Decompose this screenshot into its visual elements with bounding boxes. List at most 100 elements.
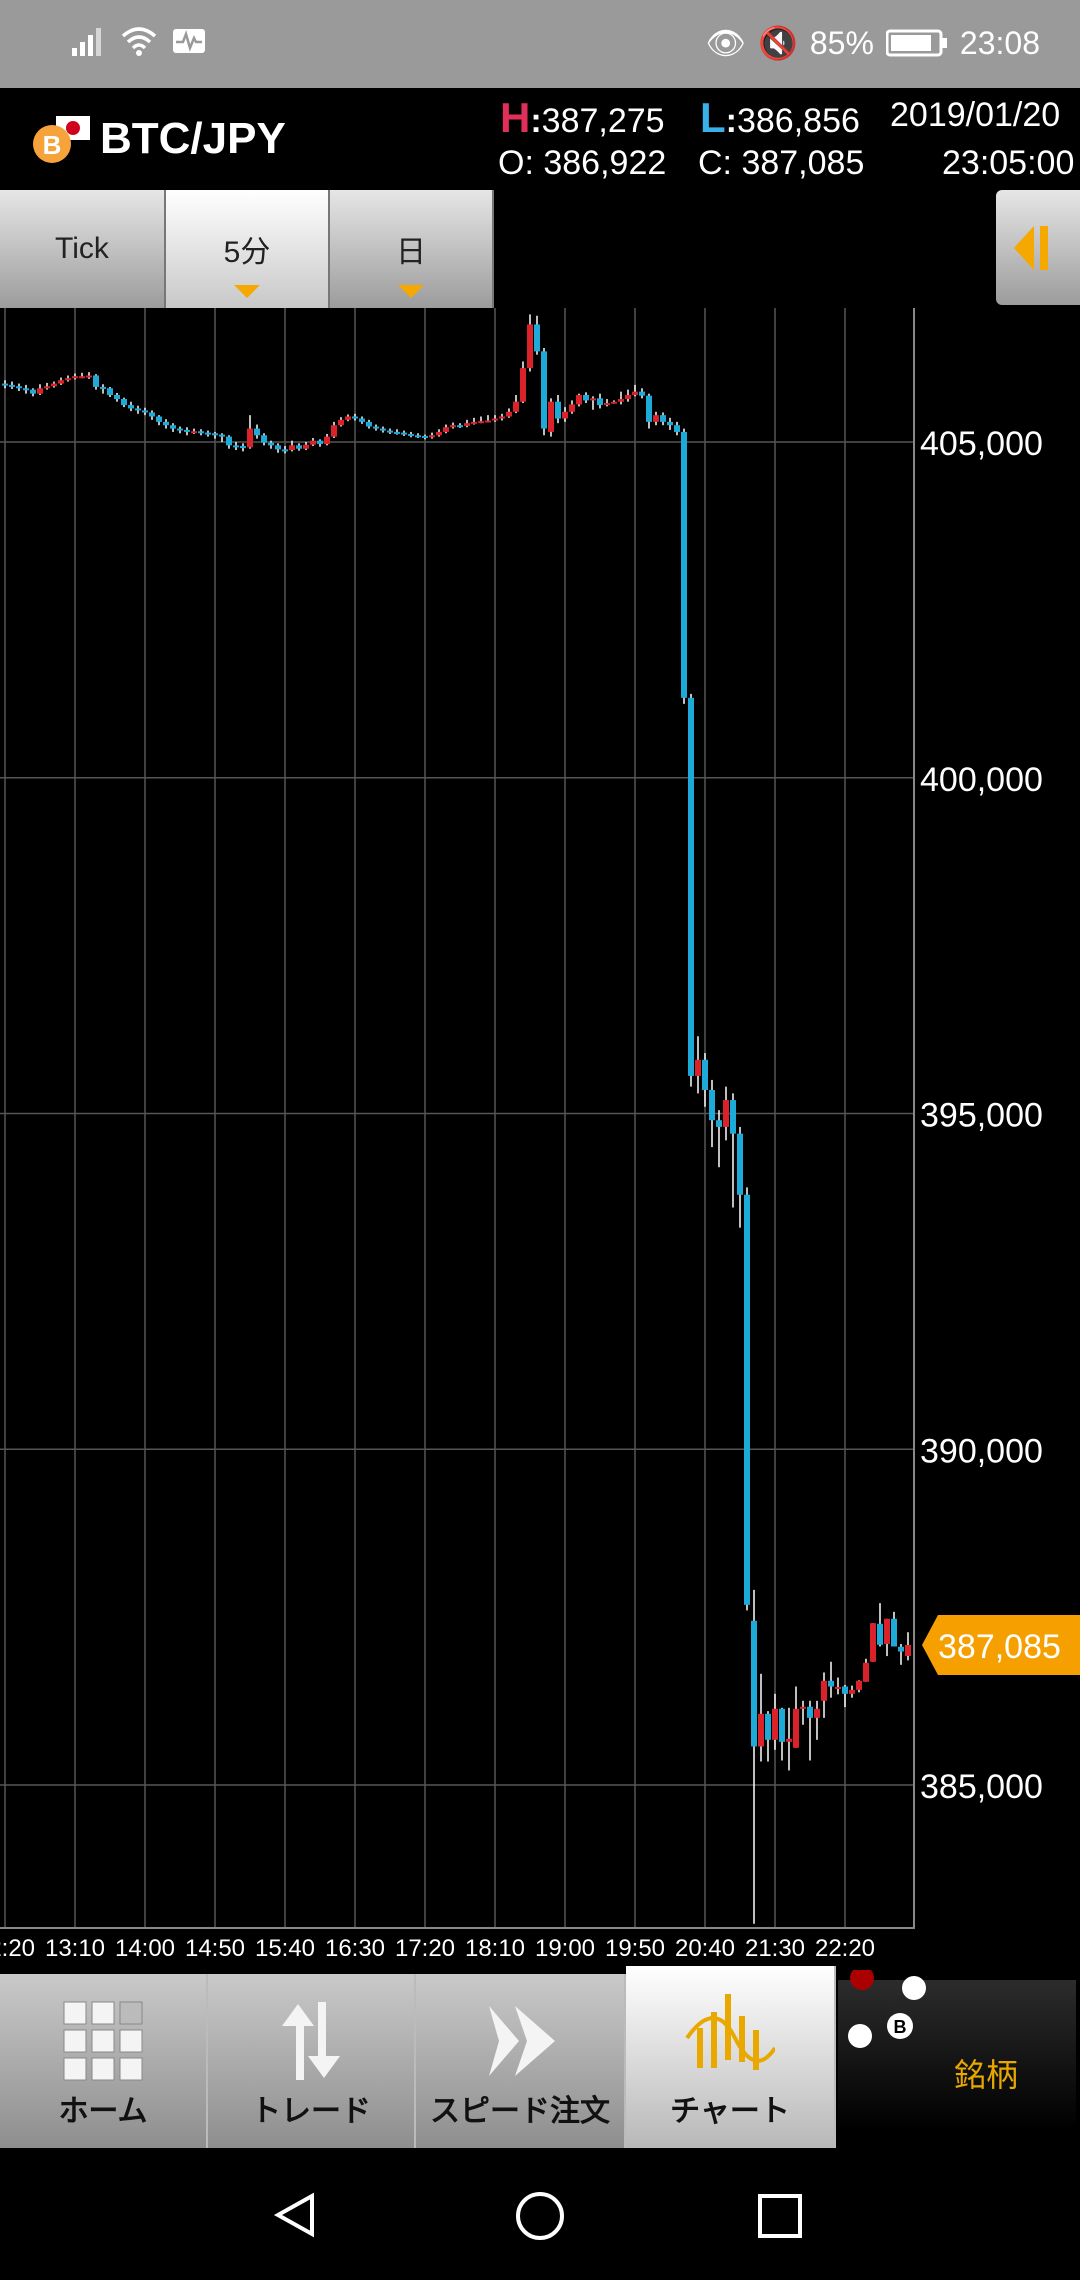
candle-body xyxy=(16,386,22,389)
candle-body xyxy=(569,404,575,412)
candle-body xyxy=(457,425,463,428)
candle xyxy=(331,421,337,438)
candle-body xyxy=(303,444,309,449)
candle xyxy=(856,1680,862,1693)
candle xyxy=(212,431,218,439)
tab-5min[interactable]: 5分 xyxy=(166,190,330,308)
candle xyxy=(674,421,680,436)
candle-body xyxy=(863,1662,869,1682)
collapse-panel-button[interactable] xyxy=(996,190,1080,305)
clock: 23:08 xyxy=(959,24,1040,61)
candle xyxy=(142,407,148,416)
x-tick-label: 19:00 xyxy=(535,1935,595,1962)
candle xyxy=(660,412,666,426)
candle-body xyxy=(23,388,29,391)
candle-body xyxy=(107,388,113,395)
nav-home[interactable]: ホーム xyxy=(0,1974,208,2148)
x-tick-label: 18:10 xyxy=(465,1935,525,1962)
candle xyxy=(86,372,92,379)
candle-body xyxy=(72,376,78,379)
candle xyxy=(520,361,526,404)
candle-body xyxy=(891,1618,897,1647)
candle-body xyxy=(254,428,260,436)
symbol-select-button[interactable]: B 銘柄 xyxy=(838,1970,1076,2130)
candle-body xyxy=(534,324,540,352)
collapse-left-icon xyxy=(1014,226,1048,270)
candle-body xyxy=(646,395,652,422)
status-bar: 👁 🔇 85% 23:08 xyxy=(0,0,1080,88)
candle xyxy=(646,393,652,429)
tab-tick[interactable]: Tick xyxy=(0,190,166,308)
activity-monitor-icon xyxy=(173,29,205,53)
candle xyxy=(786,1707,792,1771)
open-label: O: xyxy=(498,144,534,182)
candle xyxy=(16,383,22,391)
candle-body xyxy=(149,412,155,417)
candle-body xyxy=(373,426,379,429)
candle-body xyxy=(884,1618,890,1644)
candle-body xyxy=(828,1680,834,1687)
candle xyxy=(254,424,260,439)
candle xyxy=(541,347,547,436)
battery-percent: 85% xyxy=(809,24,874,61)
candle xyxy=(709,1079,715,1148)
candle xyxy=(492,415,498,422)
candle-body xyxy=(415,435,421,438)
candle xyxy=(779,1707,785,1761)
candle-body xyxy=(380,428,386,431)
candle-body xyxy=(842,1686,848,1694)
candle xyxy=(457,423,463,428)
date: 2019/01/20 xyxy=(890,96,1061,134)
candle-body xyxy=(93,375,99,387)
candle xyxy=(2,380,8,389)
candle xyxy=(373,424,379,431)
crypto-coins-icon: B xyxy=(848,1970,926,2048)
candle-body xyxy=(513,401,519,412)
symbol-label: 銘柄 xyxy=(954,2057,1019,2093)
instrument-header: B BTC/JPY H:387,275 L:386,856 2019/01/20… xyxy=(0,88,1080,190)
candle-body xyxy=(814,1708,820,1718)
candle xyxy=(107,386,113,398)
candle-body xyxy=(408,433,414,436)
candle-body xyxy=(485,420,491,423)
candle-body xyxy=(632,391,638,395)
candle-body xyxy=(135,408,141,411)
candle-body xyxy=(716,1120,722,1127)
candle-body xyxy=(555,401,561,419)
candle-body xyxy=(443,427,449,432)
candle-body xyxy=(268,442,274,446)
nav-chart[interactable]: チャート xyxy=(626,1966,836,2148)
x-tick-label: 22:20 xyxy=(815,1935,875,1962)
nav-trade[interactable]: トレード xyxy=(208,1974,416,2148)
x-tick-label: 13:10 xyxy=(45,1935,105,1962)
candle-body xyxy=(730,1100,736,1134)
current-price-marker xyxy=(922,1614,1080,1675)
candle xyxy=(478,416,484,424)
candle-body xyxy=(247,428,253,448)
time: 23:05:00 xyxy=(942,144,1075,182)
candle-body xyxy=(30,389,36,394)
candle xyxy=(240,443,246,452)
candle xyxy=(744,1187,750,1611)
nav-label: チャート xyxy=(670,2095,790,2128)
candle-body xyxy=(702,1059,708,1090)
recents-square-icon[interactable] xyxy=(756,2192,804,2240)
x-tick-label: 15:40 xyxy=(255,1935,315,1962)
nav-label: スピード注文 xyxy=(430,2095,610,2128)
signal-icon xyxy=(72,28,101,56)
candle-body xyxy=(338,419,344,426)
candle-body xyxy=(324,436,330,445)
nav-speed-order[interactable]: スピード注文 xyxy=(416,1974,626,2148)
tab-day[interactable]: 日 xyxy=(330,190,494,308)
home-circle-icon[interactable] xyxy=(514,2190,566,2242)
svg-text:B: B xyxy=(894,2017,907,2037)
back-icon[interactable] xyxy=(270,2190,320,2240)
candle xyxy=(506,408,512,418)
candle xyxy=(324,433,330,446)
candle xyxy=(219,433,225,442)
candle xyxy=(800,1700,806,1725)
candle-body xyxy=(877,1623,883,1645)
candlestick-chart[interactable]: 405,000 400,000 395,000 390,000 385,000 12:20… xyxy=(0,308,1080,1974)
candle-body xyxy=(478,421,484,424)
candle-body xyxy=(296,445,302,449)
